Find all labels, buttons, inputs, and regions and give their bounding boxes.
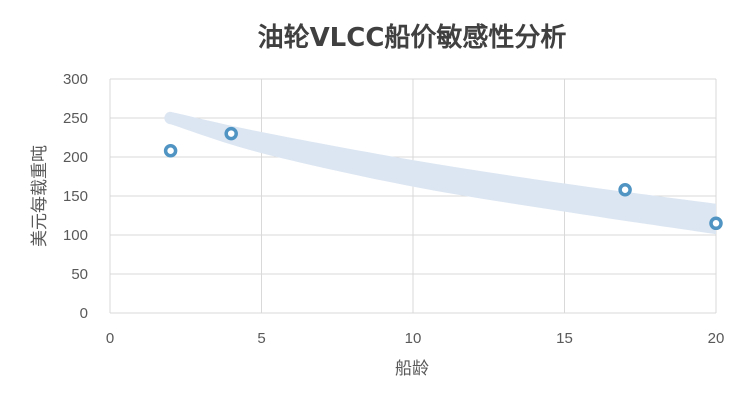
y-axis-label: 美元每载重吨 <box>30 145 50 247</box>
grid <box>109 78 717 314</box>
y-tick-label: 150 <box>63 188 88 205</box>
data-point <box>709 216 723 231</box>
chart-title: 油轮VLCC船价敏感性分析 <box>258 22 567 53</box>
y-tick-labels: 0 50 100 150 200 250 300 <box>63 71 88 322</box>
data-points <box>163 126 723 231</box>
x-tick-label: 20 <box>708 330 725 347</box>
x-tick-labels: 0 5 10 15 20 <box>106 330 725 347</box>
y-tick-label: 250 <box>63 110 88 127</box>
trend-band <box>164 111 717 235</box>
x-axis-label: 船龄 <box>395 359 429 379</box>
x-tick-label: 5 <box>257 330 265 347</box>
x-tick-label: 0 <box>106 330 114 347</box>
y-tick-label: 200 <box>63 149 88 166</box>
y-tick-label: 50 <box>71 266 88 283</box>
y-tick-label: 0 <box>80 305 88 322</box>
data-point <box>163 144 178 158</box>
x-tick-label: 15 <box>556 330 573 347</box>
y-tick-label: 300 <box>63 71 88 88</box>
y-tick-label: 100 <box>63 227 88 244</box>
data-point <box>618 183 632 197</box>
x-tick-label: 10 <box>405 330 422 347</box>
data-point <box>224 126 238 141</box>
